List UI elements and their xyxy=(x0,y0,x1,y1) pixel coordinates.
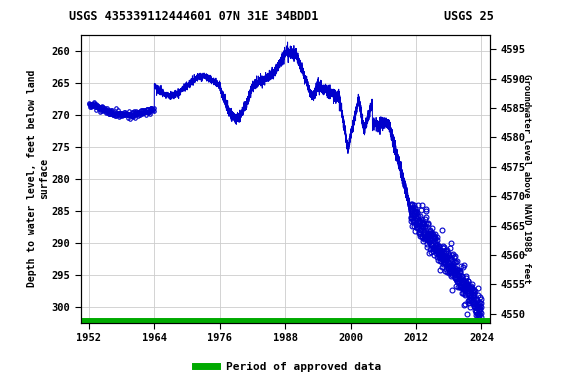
Y-axis label: Groundwater level above NAVD 1988, feet: Groundwater level above NAVD 1988, feet xyxy=(522,74,530,283)
Legend: Period of approved data: Period of approved data xyxy=(191,358,385,377)
Y-axis label: Depth to water level, feet below land
surface: Depth to water level, feet below land su… xyxy=(27,70,49,287)
Text: USGS 435339112444601 07N 31E 34BDD1: USGS 435339112444601 07N 31E 34BDD1 xyxy=(69,10,319,23)
Text: USGS 25: USGS 25 xyxy=(444,10,494,23)
